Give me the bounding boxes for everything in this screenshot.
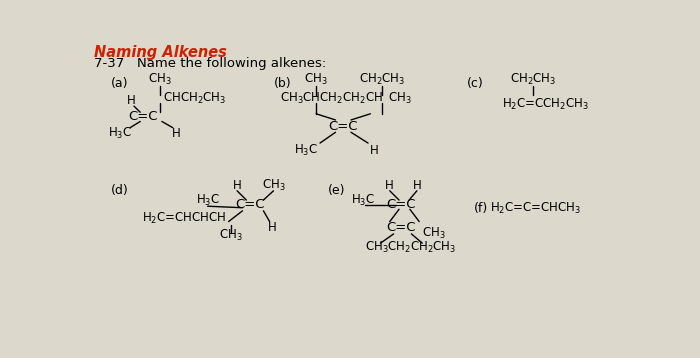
- Text: CH$_3$: CH$_3$: [433, 240, 456, 255]
- Text: H: H: [267, 221, 276, 234]
- Text: CH$_3$: CH$_3$: [304, 72, 328, 87]
- Text: (b): (b): [274, 77, 291, 90]
- Text: C=C: C=C: [235, 198, 265, 211]
- Text: (c): (c): [468, 77, 484, 90]
- Text: H$_2$C=CHCHCH: H$_2$C=CHCHCH: [141, 211, 226, 226]
- Text: CH$_2$CH$_3$: CH$_2$CH$_3$: [510, 72, 556, 87]
- Text: H$_3$C: H$_3$C: [294, 143, 318, 158]
- Text: H: H: [232, 179, 241, 192]
- Text: H$_3$C: H$_3$C: [195, 193, 220, 208]
- Text: CH$_3$: CH$_3$: [422, 226, 446, 241]
- Text: H: H: [127, 94, 136, 107]
- Text: CH$_3$CHCH$_2$CH$_2$CH: CH$_3$CHCH$_2$CH$_2$CH: [280, 91, 383, 106]
- Text: H: H: [412, 179, 421, 192]
- Text: CH$_2$CH$_3$: CH$_2$CH$_3$: [359, 72, 405, 87]
- Text: (a): (a): [111, 77, 128, 90]
- Text: H: H: [370, 144, 379, 157]
- Text: CHCH$_2$CH$_3$: CHCH$_2$CH$_3$: [162, 91, 226, 106]
- Text: 7-37   Name the following alkenes:: 7-37 Name the following alkenes:: [94, 57, 326, 70]
- Text: H$_2$C=CCH$_2$CH$_3$: H$_2$C=CCH$_2$CH$_3$: [502, 97, 589, 112]
- Text: C=C: C=C: [386, 198, 416, 211]
- Text: H$_3$C: H$_3$C: [108, 126, 132, 141]
- Text: C=C: C=C: [386, 221, 416, 234]
- Text: C=C: C=C: [129, 110, 158, 122]
- Text: H: H: [172, 126, 181, 140]
- Text: CH$_3$CH$_2$CH$_2$: CH$_3$CH$_2$CH$_2$: [365, 240, 434, 255]
- Text: (e): (e): [328, 184, 345, 197]
- Text: (d): (d): [111, 184, 129, 197]
- Text: C=C: C=C: [328, 120, 358, 132]
- Text: CH$_3$: CH$_3$: [389, 91, 412, 106]
- Text: H$_2$C=C=CHCH$_3$: H$_2$C=C=CHCH$_3$: [491, 201, 582, 216]
- Text: CH$_3$: CH$_3$: [219, 228, 243, 243]
- Text: CH$_3$: CH$_3$: [148, 72, 172, 87]
- Text: H$_3$C: H$_3$C: [351, 193, 374, 208]
- Text: CH$_3$: CH$_3$: [262, 178, 286, 193]
- Text: (f): (f): [473, 202, 488, 215]
- Text: H: H: [386, 179, 394, 192]
- Text: Naming Alkenes: Naming Alkenes: [94, 45, 227, 60]
